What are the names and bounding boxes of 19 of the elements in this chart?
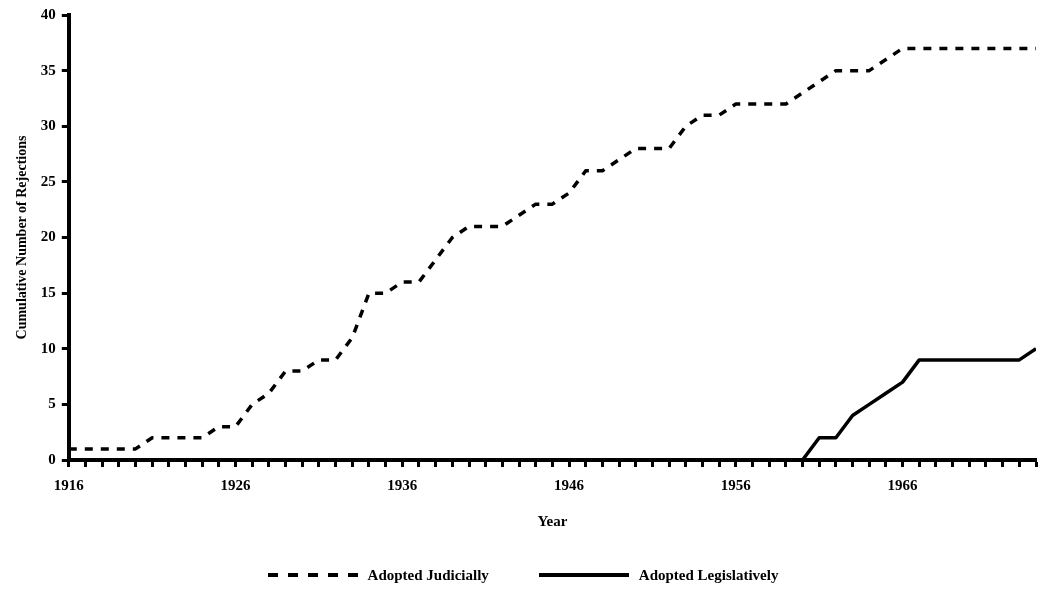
x-tick-label: 1926 [220, 476, 252, 493]
legend-label: Adopted Legislatively [638, 566, 779, 584]
x-tick-label: 1966 [887, 476, 919, 493]
legend-label: Adopted Judicially [367, 566, 489, 584]
x-tick-label: 1936 [387, 476, 418, 493]
y-tick-label: 10 [40, 339, 56, 356]
x-tick-label: 1956 [720, 476, 752, 493]
y-tick-label: 15 [40, 284, 56, 300]
y-tick-label: 35 [40, 61, 56, 78]
y-tick-label: 0 [48, 450, 56, 467]
x-tick-label: 1946 [554, 476, 585, 493]
x-tick-label: 1916 [53, 476, 85, 493]
y-tick-label: 25 [40, 172, 56, 189]
y-tick-label: 30 [40, 117, 56, 134]
y-axis-title: Cumulative Number of Rejections [14, 135, 30, 340]
y-tick-label: 20 [40, 228, 56, 245]
x-axis-title: Year [537, 512, 568, 529]
y-tick-label: 40 [40, 5, 56, 22]
y-tick-label: 5 [48, 395, 56, 412]
